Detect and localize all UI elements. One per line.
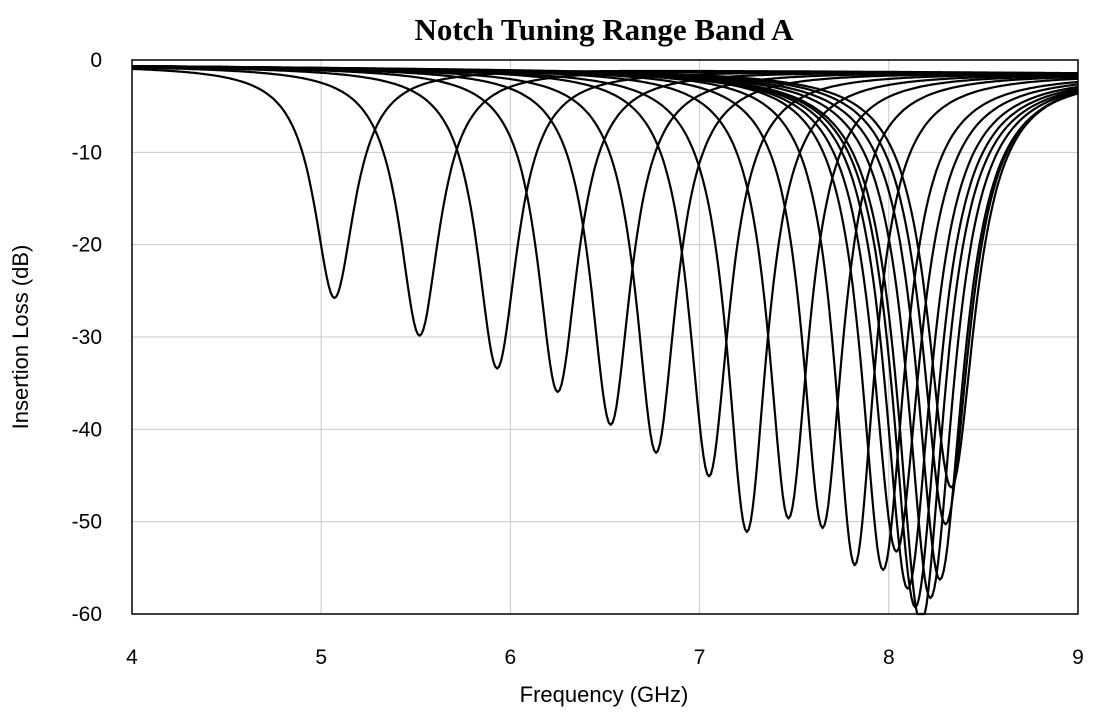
grid-lines [132,60,1078,614]
notch-trace-5 [132,65,1078,426]
y-tick-labels: 0 -10 -20 -30 -40 -50 -60 [72,49,102,626]
chart-title: Notch Tuning Range Band A [414,12,794,47]
y-tick-label: -20 [72,234,102,257]
x-tick-label: 9 [1072,646,1084,669]
x-tick-label: 7 [694,646,706,669]
x-tick-labels: 4 5 6 7 8 9 [126,646,1084,669]
x-axis-label: Frequency (GHz) [520,682,689,707]
y-tick-label: -40 [72,418,102,441]
notch-traces [131,64,1079,616]
y-tick-label: -50 [72,511,102,534]
y-tick-label: 0 [90,49,102,72]
x-tick-label: 4 [126,646,138,669]
notch-trace-1 [131,67,1078,300]
notch-trace-9 [132,65,1079,520]
y-tick-label: -10 [72,141,102,164]
notch-trace-2 [132,66,1078,337]
y-axis-label: Insertion Loss (dB) [8,245,33,430]
y-tick-label: -60 [72,603,102,626]
x-tick-label: 6 [505,646,517,669]
plot-frame [131,59,1079,615]
x-tick-label: 5 [315,646,327,669]
notch-trace-20 [131,64,1079,489]
notch-trace-19 [132,64,1079,526]
y-tick-label: -30 [72,326,102,349]
x-tick-label: 8 [883,646,895,669]
